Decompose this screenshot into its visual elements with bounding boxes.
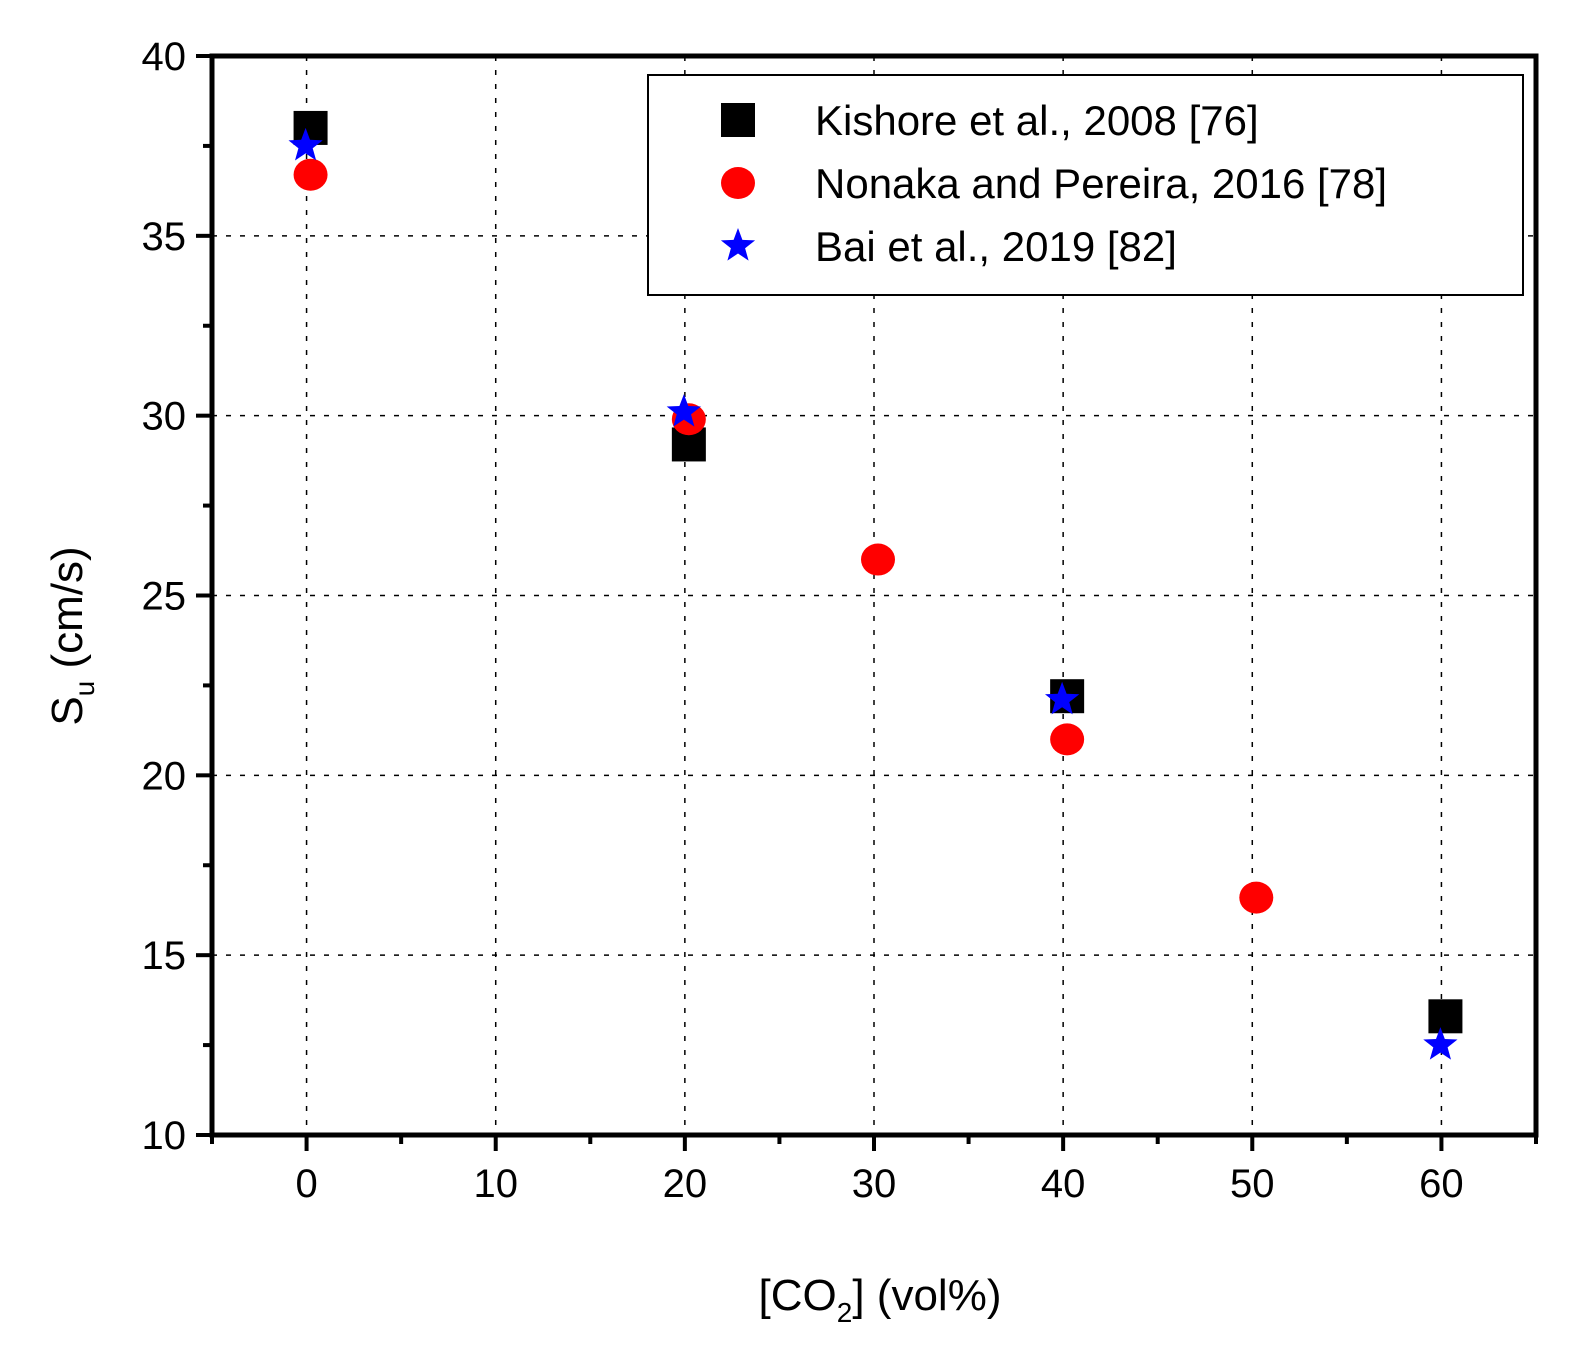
legend-label: Bai et al., 2019 [82] <box>815 223 1177 270</box>
data-points <box>288 110 1463 1060</box>
tick-labels: 0 10 20 30 40 50 60 10 15 20 25 30 35 40 <box>142 35 1464 1206</box>
data-point-star <box>666 394 701 427</box>
data-point-circle <box>1239 881 1274 914</box>
legend: Kishore et al., 2008 [76] Nonaka and Pere… <box>647 74 1524 296</box>
legend-label: Kishore et al., 2008 [76] <box>815 97 1259 144</box>
x-tick-label: 50 <box>1230 1162 1275 1206</box>
data-point-square <box>293 110 328 145</box>
y-tick-label: 35 <box>142 215 187 259</box>
legend-label: Nonaka and Pereira, 2016 [78] <box>815 160 1387 207</box>
data-point-circle <box>1050 723 1085 756</box>
legend-marker-square <box>721 103 755 137</box>
x-tick-label: 60 <box>1419 1162 1464 1206</box>
y-axis-title: Su (cm/s) <box>43 546 100 725</box>
tick-marks <box>196 54 1538 1151</box>
x-tick-label: 20 <box>663 1162 708 1206</box>
legend-marker-star <box>720 228 756 261</box>
x-tick-label: 10 <box>473 1162 518 1206</box>
y-tick-label: 25 <box>142 575 187 619</box>
y-tick-label: 20 <box>142 754 187 798</box>
x-tick-label: 40 <box>1041 1162 1086 1206</box>
x-tick-label: 0 <box>295 1162 317 1206</box>
x-axis-title: [CO2] (vol%) <box>759 1271 1002 1328</box>
x-tick-label: 30 <box>852 1162 897 1206</box>
data-point-star <box>1423 1027 1458 1060</box>
y-tick-label: 15 <box>142 934 187 978</box>
data-point-circle <box>861 543 895 576</box>
data-point-circle <box>293 158 328 191</box>
data-point-star <box>1045 681 1080 715</box>
y-tick-label: 40 <box>142 35 187 79</box>
data-point-star <box>288 127 323 161</box>
legend-box <box>647 74 1524 296</box>
y-tick-label: 30 <box>142 395 187 439</box>
data-point-square <box>1428 999 1463 1034</box>
legend-marker-circle <box>721 167 755 199</box>
y-tick-label: 10 <box>142 1114 187 1158</box>
